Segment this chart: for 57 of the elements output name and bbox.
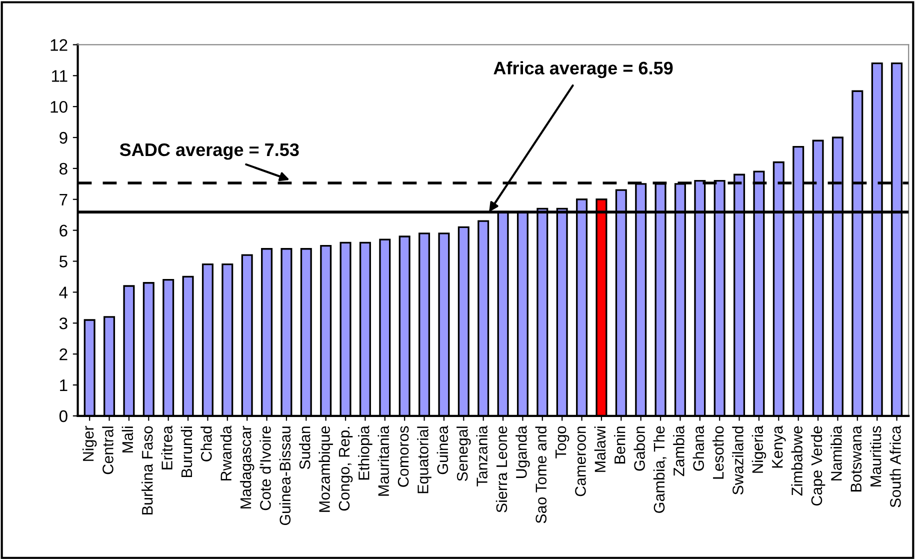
y-tick-label: 4 [59,286,68,298]
x-tick-label: Burundi [180,426,192,478]
x-tick-label: Cote d'Ivoire [260,426,271,510]
x-tick-label: Malawi [594,426,606,472]
x-tick-label: Zimbabwe [791,426,802,496]
x-tick-label: Togo [556,426,570,458]
x-tick-label: Cameroon [575,426,586,496]
x-tick-label: Mali [122,426,134,452]
x-tick-label: Uganda [516,426,530,478]
x-tick-label: Chad [200,426,212,462]
x-tick-label: Comoros [398,426,409,487]
y-tick-label: 12 [50,39,68,51]
x-tick-label: Namibia [830,426,842,480]
y-tick-label: 6 [60,224,68,237]
x-tick-label: Eritrea [161,426,172,470]
x-tick-label: Tanzania [476,426,488,486]
y-tick-label: 10 [50,100,68,113]
x-tick-label: Ethiopia [358,426,372,480]
x-tick-label: Mauritania [378,426,390,496]
x-tick-label: Mozambique [318,426,333,512]
x-tick-label: Ghana [692,426,704,471]
x-tick-label: Nigeria [752,426,766,473]
ref-line-label: SADC average = 7.53 [120,143,299,160]
x-tick-label: Sudan [299,426,310,470]
x-tick-label: Rwanda [220,426,232,480]
x-tick-label: Senegal [456,426,471,481]
y-tick-label: 0 [59,410,68,422]
x-tick-label: Burkina Faso [142,426,153,514]
y-tick-label: 3 [59,318,68,330]
x-tick-label: Guinea [436,426,448,474]
y-tick-label: 8 [60,162,68,175]
x-tick-label: Swaziland [732,426,744,495]
x-tick-label: Zambia [673,426,684,476]
y-tick-label: 7 [60,194,68,206]
y-tick-label: 9 [60,132,68,144]
y-tick-label: 2 [60,348,68,360]
x-tick-label: Sierra Leone [496,426,508,512]
x-tick-label: Lesotho [712,426,724,479]
x-tick-label: South Africa [890,426,901,508]
x-tick-label: Sao Tome and [535,426,547,524]
x-tick-label: Madagascar [240,426,254,508]
x-tick-label: Kenya [772,426,786,468]
x-tick-label: Central [102,426,114,474]
ref-line-label: Africa average = 6.59 [494,61,673,78]
y-tick-label: 11 [52,70,68,82]
x-tick-label: Benin [614,426,626,464]
y-tick-label: 1 [60,380,68,392]
x-tick-label: Gabon [634,426,645,471]
x-tick-label: Guinea-Bissau [279,426,291,526]
x-tick-label: Cape Verde [810,426,826,506]
x-tick-label: Gambia, The [653,426,666,513]
x-tick-label: Equatorial [417,426,432,494]
x-tick-label: Botswana [850,426,862,492]
x-tick-label: Mauritius [870,426,882,486]
x-tick-label: Congo, Rep. [338,427,353,511]
x-tick-label: Niger [82,426,97,461]
y-tick-label: 5 [59,256,68,268]
